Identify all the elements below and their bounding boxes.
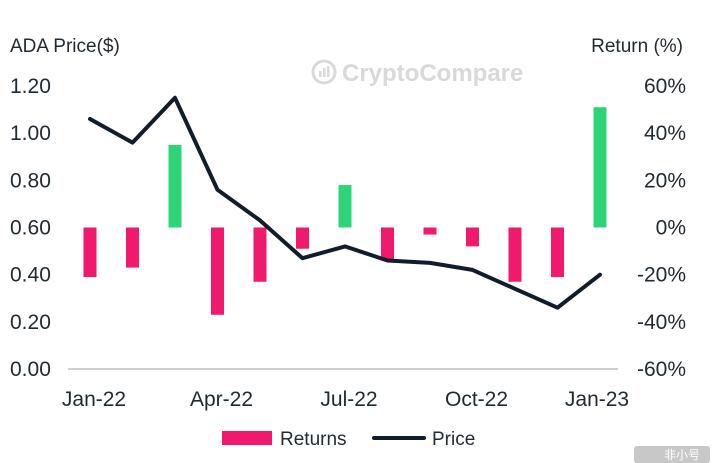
x-axis: Jan-22 Apr-22 Jul-22 Oct-22 Jan-23	[62, 388, 629, 411]
x-tick-label: Oct-22	[445, 388, 508, 411]
y-right-tick-label: -20%	[637, 264, 686, 287]
x-tick-label: Jan-23	[565, 388, 629, 411]
y-right-tick-label: -40%	[637, 311, 686, 334]
return-bar	[253, 227, 267, 282]
return-bar	[551, 227, 564, 278]
price-line	[88, 95, 602, 310]
y-left-axis-title: ADA Price($)	[10, 36, 120, 57]
x-tick-label: Apr-22	[190, 388, 253, 411]
return-bar	[466, 227, 479, 247]
y-left-tick-label: 1.00	[10, 122, 51, 145]
legend: Returns Price	[222, 429, 475, 450]
y-left-tick-label: 0.40	[10, 264, 51, 287]
y-left-tick-label: 0.60	[10, 217, 51, 240]
corner-badge-bg	[634, 446, 710, 463]
watermark-text: CryptoCompare	[342, 60, 523, 87]
return-bar	[296, 227, 309, 249]
cryptocompare-logo-icon	[311, 59, 337, 85]
y-right-tick-label: 40%	[644, 122, 686, 145]
return-bar	[423, 227, 437, 235]
x-tick-label: Jan-22	[62, 388, 126, 411]
y-left-tick-label: 0.00	[10, 358, 51, 381]
return-bar	[508, 227, 522, 282]
y-right-axis-title: Return (%)	[591, 36, 683, 57]
legend-price-label: Price	[432, 429, 475, 450]
y-left-tick-label: 0.20	[10, 311, 51, 334]
legend-returns-label: Returns	[280, 429, 347, 450]
corner-badge: 非小号	[634, 446, 710, 463]
price-line-group	[88, 95, 602, 310]
y-right-tick-label: 0%	[656, 217, 686, 240]
legend-returns-swatch	[222, 431, 272, 445]
return-bar	[593, 107, 607, 228]
y-right-tick-label: 60%	[644, 75, 686, 98]
return-bar	[83, 227, 97, 278]
return-bar	[338, 185, 352, 228]
x-tick-label: Jul-22	[320, 388, 377, 411]
return-bar	[126, 227, 139, 268]
y-right-axis: 60% 40% 20% 0% -20% -40% -60%	[637, 75, 686, 381]
return-bar	[381, 227, 394, 261]
y-left-tick-label: 0.80	[10, 169, 51, 192]
y-right-tick-label: 20%	[644, 169, 686, 192]
returns-bars	[83, 107, 607, 315]
corner-badge-text: 非小号	[664, 448, 700, 462]
y-left-tick-label: 1.20	[10, 75, 51, 98]
y-left-axis: 1.20 1.00 0.80 0.60 0.40 0.20 0.00	[10, 75, 51, 381]
watermark: CryptoCompare	[311, 59, 523, 87]
return-bar	[211, 227, 224, 315]
return-bar	[168, 144, 182, 228]
y-right-tick-label: -60%	[637, 358, 686, 381]
